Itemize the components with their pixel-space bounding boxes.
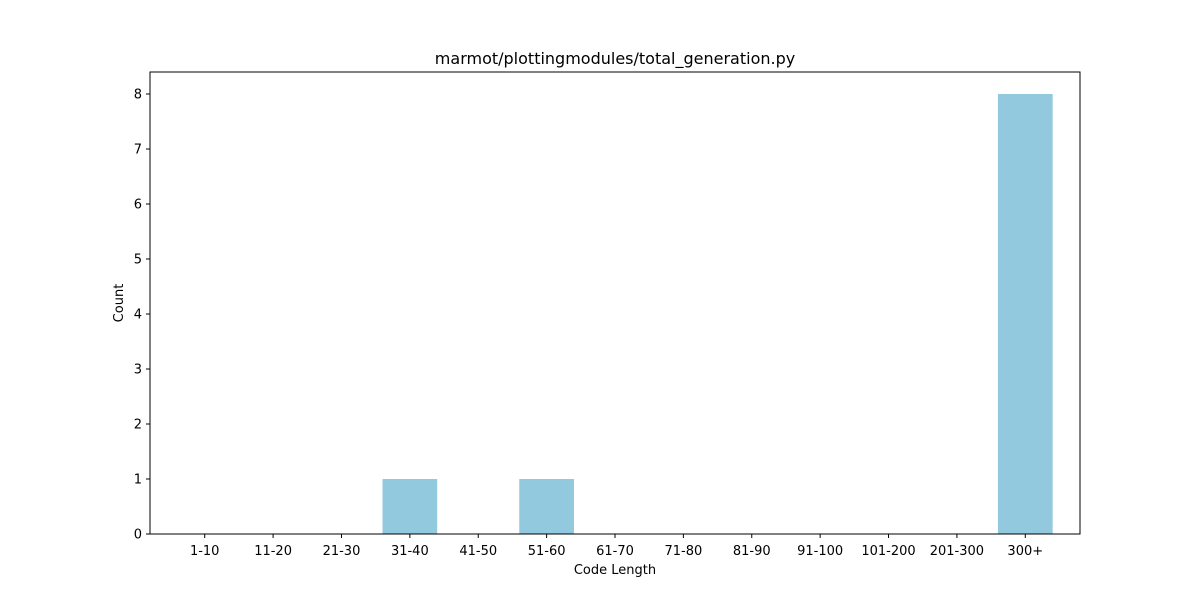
plot-frame — [149, 71, 1081, 535]
x-tick-label: 61-70 — [596, 544, 634, 559]
x-tick-label: 71-80 — [664, 544, 702, 559]
y-tick-label: 7 — [134, 143, 142, 158]
x-tick-label: 300+ — [1007, 544, 1043, 559]
y-tick-label: 8 — [134, 88, 142, 103]
x-tick-label: 101-200 — [861, 544, 915, 559]
y-tick-label: 2 — [134, 418, 142, 433]
y-tick-label: 0 — [134, 528, 142, 543]
x-tick-label: 41-50 — [459, 544, 497, 559]
x-tick-label: 31-40 — [391, 544, 429, 559]
x-tick-label: 51-60 — [528, 544, 566, 559]
y-axis-label: Count — [112, 284, 127, 323]
y-tick-label: 1 — [134, 473, 142, 488]
chart-title: marmot/plottingmodules/total_generation.… — [435, 49, 795, 69]
x-tick-label: 201-300 — [930, 544, 984, 559]
y-tick-label: 3 — [134, 363, 142, 378]
bar-51-60 — [519, 479, 574, 534]
y-tick-label: 4 — [134, 308, 142, 323]
x-axis-ticks: 1-10 11-20 21-30 31-40 41-50 51-60 61-70 71-80 8… — [190, 534, 1043, 559]
y-axis-ticks: 0 1 2 3 4 5 6 7 8 — [134, 88, 150, 543]
x-axis-label: Code Length — [574, 563, 656, 578]
bars-group — [382, 94, 1053, 534]
x-tick-label: 91-100 — [797, 544, 843, 559]
y-tick-label: 5 — [134, 253, 142, 268]
x-tick-label: 81-90 — [733, 544, 771, 559]
x-tick-label: 11-20 — [254, 544, 292, 559]
x-tick-label: 1-10 — [190, 544, 220, 559]
bar-31-40 — [382, 479, 438, 534]
x-tick-label: 21-30 — [323, 544, 361, 559]
y-tick-label: 6 — [134, 198, 142, 213]
bar-300+ — [997, 94, 1053, 534]
